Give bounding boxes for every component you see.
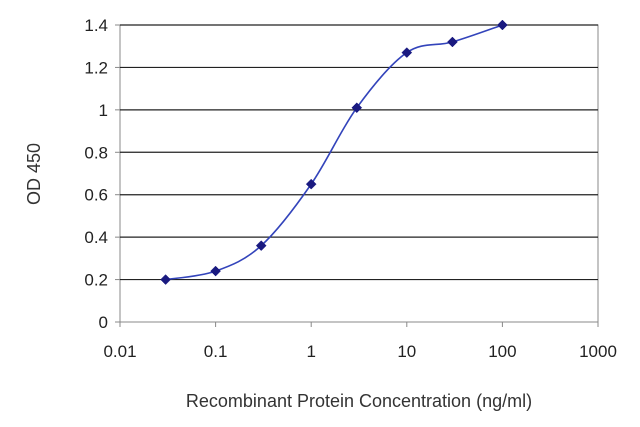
data-point xyxy=(447,36,458,48)
data-point xyxy=(401,47,413,58)
data-point xyxy=(255,240,267,251)
data-markers xyxy=(160,19,508,285)
y-tick-label: 1.4 xyxy=(84,16,108,35)
x-tick-label: 100 xyxy=(488,342,516,361)
plot-area xyxy=(119,24,599,323)
y-tick-label: 0.2 xyxy=(84,271,108,290)
y-tick-label: 0.6 xyxy=(84,186,108,205)
series-line xyxy=(165,24,503,281)
x-tick-label: 10 xyxy=(397,342,416,361)
data-point xyxy=(210,265,221,277)
y-tick-label: 0.4 xyxy=(84,228,108,247)
series-line-0 xyxy=(165,24,503,281)
data-point xyxy=(305,178,317,190)
y-tick-label: 0 xyxy=(99,313,108,332)
data-point xyxy=(351,102,363,114)
y-axis-title: OD 450 xyxy=(24,143,44,205)
y-tick-label: 0.8 xyxy=(84,143,108,162)
x-axis-ticks: 0.01 0.1 1 10 100 1000 xyxy=(103,322,617,361)
x-tick-label: 0.1 xyxy=(204,342,228,361)
x-tick-label: 1000 xyxy=(579,342,617,361)
y-tick-label: 1 xyxy=(99,101,108,120)
data-point xyxy=(160,274,171,285)
y-axis-ticks: 0 0.2 0.4 0.6 0.8 1 1.2 1.4 xyxy=(84,16,120,332)
x-tick-label: 0.01 xyxy=(103,342,136,361)
x-tick-label: 1 xyxy=(306,342,315,361)
x-axis-title: Recombinant Protein Concentration (ng/ml… xyxy=(186,391,532,411)
y-tick-label: 1.2 xyxy=(84,58,108,77)
data-point xyxy=(497,19,508,31)
